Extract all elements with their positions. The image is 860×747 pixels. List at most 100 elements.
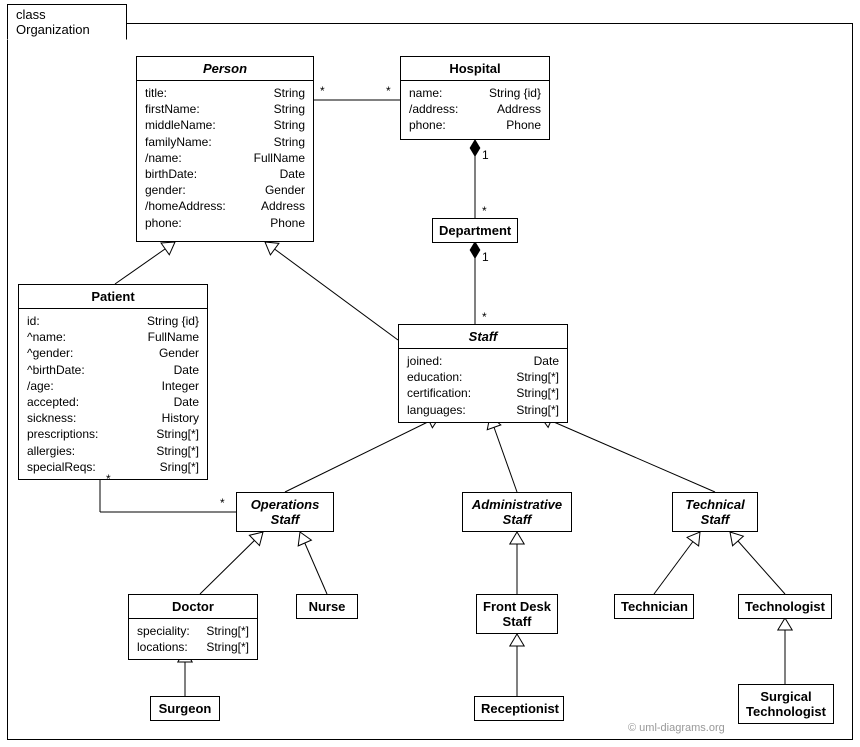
attr-type: Gender: [253, 182, 305, 198]
class-TechnicalStaff: TechnicalStaff: [672, 492, 758, 532]
attribute-row: /name: FullName: [145, 150, 305, 166]
attr-name: specialReqs:: [27, 459, 96, 475]
attr-type: String: [262, 117, 305, 133]
attr-name: birthDate:: [145, 166, 197, 182]
attr-type: History: [150, 410, 199, 426]
attr-type: Address: [485, 101, 541, 117]
attr-type: Sring[*]: [148, 459, 199, 475]
multiplicity-label: *: [482, 204, 487, 218]
multiplicity-label: 1: [482, 250, 489, 264]
multiplicity-label: *: [386, 84, 391, 98]
class-title: Technician: [615, 595, 693, 618]
attr-type: Date: [162, 362, 199, 378]
attr-type: Date: [522, 353, 559, 369]
attribute-row: locations:String[*]: [137, 639, 249, 655]
attribute-row: /age: Integer: [27, 378, 199, 394]
attr-type: FullName: [242, 150, 305, 166]
class-Receptionist: Receptionist: [474, 696, 564, 721]
class-Staff: Staffjoined:Dateeducation:String[*]certi…: [398, 324, 568, 423]
attr-type: Date: [268, 166, 305, 182]
attr-type: String[*]: [194, 623, 249, 639]
class-body: joined:Dateeducation:String[*]certificat…: [399, 349, 567, 422]
attribute-row: /address:Address: [409, 101, 541, 117]
multiplicity-label: *: [220, 496, 225, 510]
class-title: Receptionist: [475, 697, 563, 720]
attr-name: /name:: [145, 150, 182, 166]
attribute-row: education: String[*]: [407, 369, 559, 385]
attr-type: String: [262, 85, 305, 101]
attribute-row: sickness: History: [27, 410, 199, 426]
class-title: Staff: [399, 325, 567, 349]
class-title: Hospital: [401, 57, 549, 81]
attr-name: id:: [27, 313, 40, 329]
attr-name: prescriptions:: [27, 426, 98, 442]
attr-name: /homeAddress:: [145, 198, 226, 214]
class-title: SurgicalTechnologist: [739, 685, 833, 723]
attr-type: String: [262, 101, 305, 117]
attr-name: certification:: [407, 385, 471, 401]
attribute-row: /homeAddress:Address: [145, 198, 305, 214]
attr-name: accepted:: [27, 394, 79, 410]
attr-name: middleName:: [145, 117, 216, 133]
attribute-row: birthDate: Date: [145, 166, 305, 182]
multiplicity-label: *: [320, 84, 325, 98]
attr-name: education:: [407, 369, 462, 385]
class-FrontDeskStaff: Front DeskStaff: [476, 594, 558, 634]
class-title: Doctor: [129, 595, 257, 619]
attr-type: String[*]: [144, 443, 199, 459]
package-tab: class Organization: [7, 4, 127, 40]
attr-name: speciality:: [137, 623, 190, 639]
attribute-row: specialReqs: Sring[*]: [27, 459, 199, 475]
watermark: © uml-diagrams.org: [628, 722, 725, 734]
class-Surgeon: Surgeon: [150, 696, 220, 721]
class-Hospital: Hospitalname:String {id}/address:Address…: [400, 56, 550, 140]
multiplicity-label: *: [106, 472, 111, 486]
attr-type: Gender: [147, 345, 199, 361]
attr-name: /age:: [27, 378, 54, 394]
attr-name: firstName:: [145, 101, 200, 117]
attr-name: phone:: [409, 117, 446, 133]
attr-name: ^name:: [27, 329, 66, 345]
attribute-row: allergies: String[*]: [27, 443, 199, 459]
attr-name: familyName:: [145, 134, 212, 150]
attr-type: String[*]: [504, 369, 559, 385]
class-body: id:String {id}^name:FullName^gender:Gend…: [19, 309, 207, 479]
attr-name: joined:: [407, 353, 442, 369]
class-body: title:StringfirstName: String middleName: S…: [137, 81, 313, 235]
attr-name: languages:: [407, 402, 466, 418]
attr-name: phone:: [145, 215, 182, 231]
attribute-row: phone:Phone: [145, 215, 305, 231]
class-title: Front DeskStaff: [477, 595, 557, 633]
attr-type: String {id}: [477, 85, 541, 101]
attr-name: gender:: [145, 182, 186, 198]
class-Nurse: Nurse: [296, 594, 358, 619]
attribute-row: certification: String[*]: [407, 385, 559, 401]
class-Doctor: Doctorspeciality:String[*]locations:Stri…: [128, 594, 258, 660]
class-OperationsStaff: OperationsStaff: [236, 492, 334, 532]
class-title: OperationsStaff: [237, 493, 333, 531]
attribute-row: familyName: String: [145, 134, 305, 150]
attr-type: String[*]: [194, 639, 249, 655]
attribute-row: prescriptions:String[*]: [27, 426, 199, 442]
attribute-row: gender: Gender: [145, 182, 305, 198]
class-title: Nurse: [297, 595, 357, 618]
attribute-row: title:String: [145, 85, 305, 101]
class-title: Technologist: [739, 595, 831, 618]
attr-type: String: [262, 134, 305, 150]
attr-name: allergies:: [27, 443, 75, 459]
class-title: AdministrativeStaff: [463, 493, 571, 531]
class-title: Person: [137, 57, 313, 81]
attribute-row: languages: String[*]: [407, 402, 559, 418]
attr-type: Date: [162, 394, 199, 410]
attribute-row: ^gender:Gender: [27, 345, 199, 361]
class-body: speciality:String[*]locations:String[*]: [129, 619, 257, 659]
class-title: Department: [433, 219, 517, 242]
attribute-row: phone: Phone: [409, 117, 541, 133]
attr-name: sickness:: [27, 410, 76, 426]
multiplicity-label: *: [482, 310, 487, 324]
class-Technologist: Technologist: [738, 594, 832, 619]
attr-type: Integer: [150, 378, 199, 394]
attr-type: String[*]: [504, 402, 559, 418]
attr-type: String[*]: [504, 385, 559, 401]
attr-type: Phone: [494, 117, 541, 133]
